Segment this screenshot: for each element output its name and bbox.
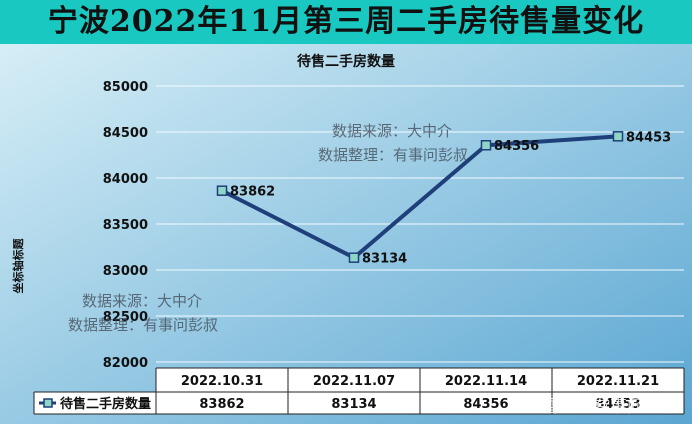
data-point-marker [480,139,492,151]
series-line-group: 83862 83134 84356 84453 [216,130,671,267]
chart-background [0,44,692,424]
legend-series-name: 待售二手房数量 [59,396,151,412]
data-point-marker [612,131,624,142]
y-tick-label: 83500 [103,218,148,233]
y-axis-title: 坐标轴标题 [11,238,25,294]
data-point-marker [216,185,228,196]
chart-area: 待售二手房数量 坐标轴标题 82000 82500 83000 83500 84000 8… [0,44,692,424]
watermark-source: 数据来源：大中介 [82,292,202,310]
x-category-label: 2022.11.14 [445,374,527,389]
y-tick-label: 85000 [103,80,148,95]
y-tick-label: 84000 [103,172,148,187]
series-line [221,134,619,260]
main-title: 宁波2022年11月第三周二手房待售量变化 [47,4,645,39]
y-tick-label: 84500 [103,126,148,141]
watermark-source: 数据来源：大中介 [332,122,452,140]
watermark-group: 数据来源：大中介数据整理：有事问彭叔数据来源：大中介数据整理：有事问彭叔雪球：有… [68,122,678,417]
y-tick-label: 82000 [103,356,148,371]
data-table: 2022.10.31 2022.11.07 2022.11.14 2022.11.21… [33,367,685,415]
watermark-organizer: 数据整理：有事问彭叔 [68,316,218,334]
table-value-cell: 83862 [199,397,244,412]
data-label: 83862 [230,185,275,200]
table-value-cell: 83134 [331,397,376,412]
line-chart: 待售二手房数量 坐标轴标题 82000825008300083500840008… [0,44,692,424]
legend-marker-key [43,398,53,408]
y-tick-label: 83000 [103,264,148,279]
x-category-label: 2022.10.31 [181,374,263,389]
data-label: 84453 [626,130,671,145]
x-category-label: 2022.11.21 [577,374,659,389]
table-value-cell: 84453 [595,397,640,412]
data-label: 83134 [362,252,407,267]
watermark-organizer: 数据整理：有事问彭叔 [318,146,468,164]
table-value-cell: 84356 [463,397,508,412]
chart-title: 待售二手房数量 [297,53,395,70]
y-tick-label: 82500 [103,310,148,325]
data-point-marker [348,252,360,263]
x-category-label: 2022.11.07 [313,374,395,389]
title-banner [0,0,692,44]
y-axis-ticks: 82000 82500 83000 83500 84000 84500 85000 [103,80,148,371]
site-watermark: 雪球：有事问彭叔 [542,397,678,417]
data-label: 84356 [494,139,539,154]
gridlines [156,85,684,363]
table-legend-cell [34,392,156,414]
